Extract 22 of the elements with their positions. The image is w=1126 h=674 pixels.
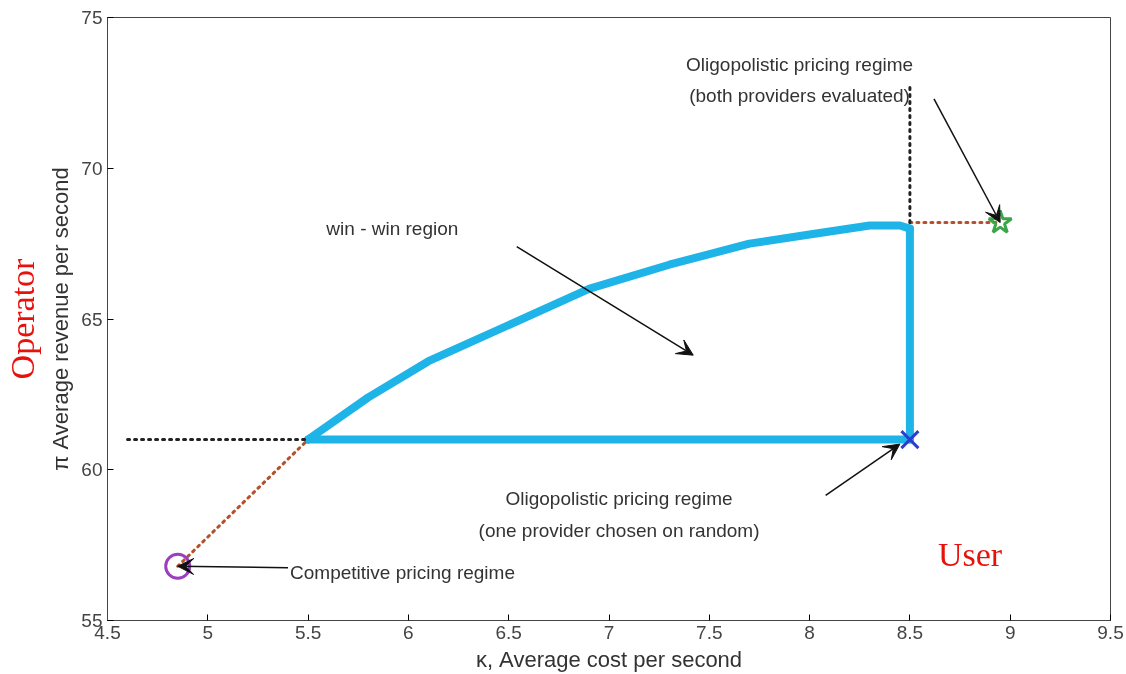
y-tick-label: 70 [81,157,103,179]
annotation: Oligopolistic pricing regime (both providers evaluated) [686,53,914,107]
annotation: Oligopolistic pricing regime (one provider chosen on random) [478,487,760,541]
x-tick-label: 7.5 [696,621,723,643]
y-tick-label: 60 [81,459,103,481]
y-tick-label: 65 [81,308,103,330]
y-axis-title: π Average revenue per second [48,167,74,471]
x-tick-label: 8 [804,621,815,643]
x-tick-label: 9.5 [1097,621,1124,643]
y-tick-label: 75 [81,7,103,28]
x-tick-label: 6.5 [495,621,522,643]
x-tick-label: 9 [1004,621,1016,643]
annotation: User [937,535,1003,573]
x-tick-label: 5 [202,621,214,643]
x-tick-label: 5.5 [294,621,322,643]
x-tick-label: 6 [403,621,414,643]
text: Operator [3,257,41,380]
x-tick-label: 8.5 [896,621,924,643]
annotation: Competitive pricing regime [290,561,515,583]
x-tick-label: 7 [603,621,615,643]
annotation: win - win region [325,218,459,240]
x-axis-title: κ, Average cost per second [475,646,743,672]
